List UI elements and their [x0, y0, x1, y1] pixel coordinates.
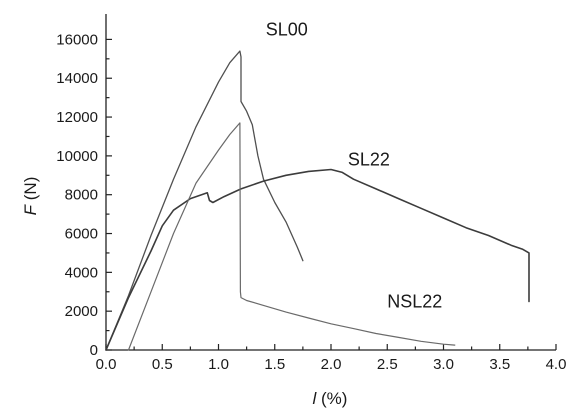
series-layer: [105, 50, 530, 351]
y-axis-label-unit: (N): [21, 177, 40, 205]
series-annotation-sl00: SL00: [266, 20, 308, 40]
series-annotation-sl22: SL22: [348, 150, 390, 170]
annotation-layer: SL00 SL22 NSL22: [266, 20, 443, 312]
x-tick-label: 3.5: [489, 356, 510, 373]
x-tick-label: 2.5: [377, 356, 398, 373]
y-tick-label: 10000: [56, 148, 98, 165]
y-tick-label: 2000: [65, 303, 98, 320]
x-tick-label: 1.5: [264, 356, 285, 373]
x-tick-label: 3.0: [433, 356, 454, 373]
x-tick-label: 1.0: [208, 356, 229, 373]
series-line-sl00: [105, 50, 304, 351]
ticks: [105, 38, 557, 351]
x-tick-label: 4.0: [546, 356, 567, 373]
y-tick-label: 14000: [56, 70, 98, 87]
axes: [105, 14, 556, 351]
x-tick-label: 0.5: [152, 356, 173, 373]
y-tick-label: 0: [90, 342, 98, 359]
tick-labels: 0.0 0.5 1.0 1.5 2.0 2.5 3.0 3.5 4.0 0 2000 4000 6000…: [56, 31, 566, 373]
y-tick-label: 6000: [65, 226, 98, 243]
y-tick-label: 8000: [65, 187, 98, 204]
x-axis-label-var: l: [313, 389, 318, 408]
series-line-sl22: [105, 168, 530, 351]
x-axis-label-unit: (%): [316, 389, 347, 408]
x-axis-label: l (%): [313, 389, 348, 408]
y-axis-label-var: F: [21, 203, 40, 215]
x-tick-label: 0.0: [96, 356, 117, 373]
series-line-nsl22: [127, 122, 456, 351]
y-tick-label: 12000: [56, 109, 98, 126]
x-tick-label: 2.0: [321, 356, 342, 373]
series-annotation-nsl22: NSL22: [387, 291, 442, 311]
y-tick-label: 16000: [56, 31, 98, 48]
y-tick-label: 4000: [65, 264, 98, 281]
y-axis-label: F (N): [21, 177, 40, 216]
